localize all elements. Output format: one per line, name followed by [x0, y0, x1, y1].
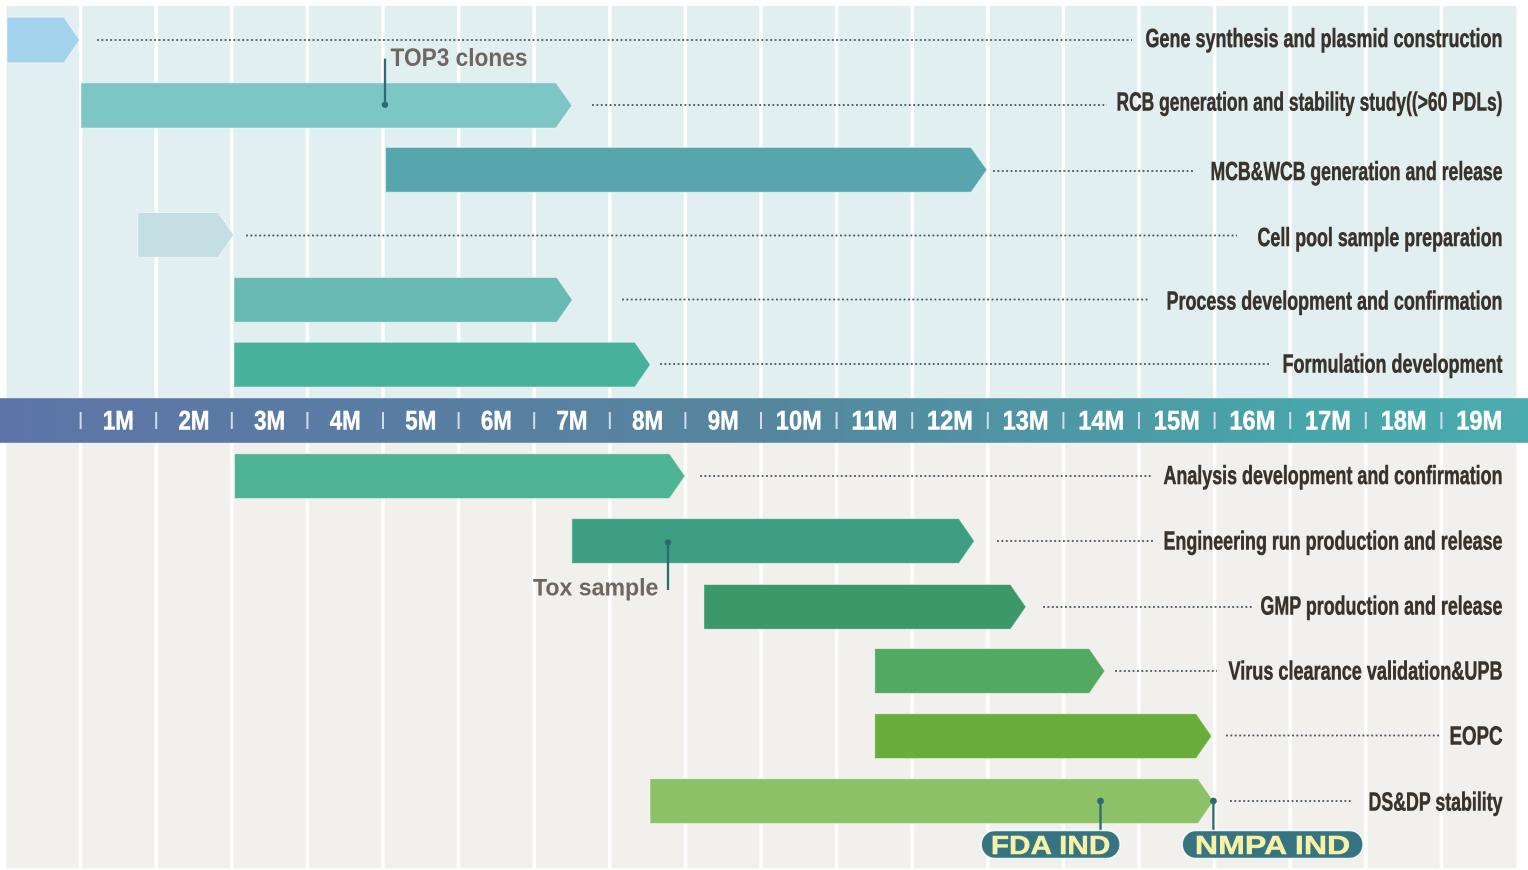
- svg-text:17M: 17M: [1305, 406, 1351, 436]
- svg-text:Engineering run production and: Engineering run production and release: [1164, 525, 1503, 555]
- svg-text:EOPC: EOPC: [1450, 720, 1503, 750]
- svg-text:12M: 12M: [927, 406, 973, 436]
- svg-text:1M: 1M: [103, 406, 134, 436]
- svg-text:3M: 3M: [254, 406, 285, 436]
- svg-text:16M: 16M: [1229, 406, 1275, 436]
- svg-text:Cell pool sample preparation: Cell pool sample preparation: [1258, 222, 1503, 252]
- svg-text:7M: 7M: [557, 406, 588, 436]
- svg-text:RCB generation and stability s: RCB generation and stability study((>60 …: [1117, 87, 1503, 117]
- svg-text:13M: 13M: [1003, 406, 1049, 436]
- svg-text:10M: 10M: [776, 406, 822, 436]
- svg-text:19M: 19M: [1456, 406, 1502, 436]
- svg-text:11M: 11M: [851, 406, 897, 436]
- svg-text:GMP production and release: GMP production and release: [1261, 590, 1503, 620]
- svg-text:Gene synthesis and plasmid c: Gene synthesis and plasmid construction: [1146, 23, 1503, 53]
- svg-text:5M: 5M: [405, 406, 436, 436]
- svg-text:8M: 8M: [632, 406, 663, 436]
- svg-text:2M: 2M: [179, 406, 210, 436]
- svg-text:FDA IND: FDA IND: [991, 832, 1110, 860]
- svg-text:DS&DP stability: DS&DP stability: [1369, 786, 1503, 816]
- svg-text:9M: 9M: [708, 406, 739, 436]
- svg-text:Process development and confir: Process development and confirmation: [1167, 286, 1503, 316]
- svg-text:4M: 4M: [330, 406, 361, 436]
- svg-text:Tox sample: Tox sample: [533, 575, 658, 602]
- svg-text:TOP3 clones: TOP3 clones: [391, 44, 528, 72]
- svg-text:Analysis development and confi: Analysis development and confirmation: [1164, 460, 1503, 490]
- svg-text:6M: 6M: [481, 406, 512, 436]
- svg-text:18M: 18M: [1381, 406, 1427, 436]
- svg-text:NMPA IND: NMPA IND: [1195, 832, 1350, 860]
- svg-text:Virus clearance validation&UPB: Virus clearance validation&UPB: [1229, 655, 1503, 685]
- svg-text:14M: 14M: [1078, 406, 1124, 436]
- svg-text:Formulation development: Formulation development: [1283, 348, 1503, 378]
- svg-text:15M: 15M: [1154, 406, 1200, 436]
- svg-text:MCB&WCB generation and release: MCB&WCB generation and release: [1211, 156, 1503, 186]
